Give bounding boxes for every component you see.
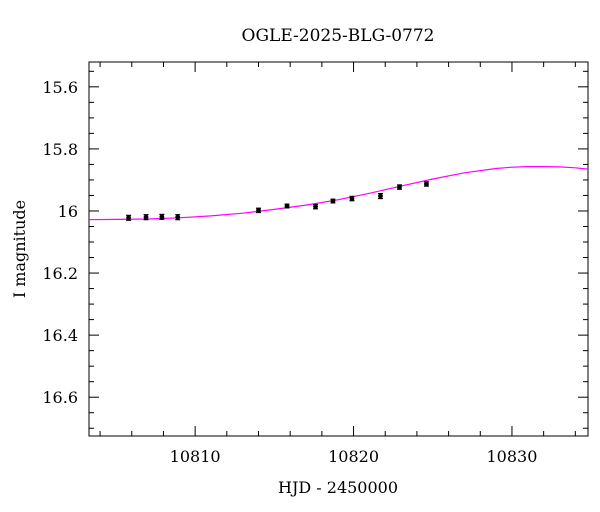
data-point bbox=[159, 213, 165, 220]
data-point bbox=[284, 203, 290, 209]
y-tick-label: 15.6 bbox=[42, 78, 78, 97]
data-marker bbox=[126, 215, 132, 221]
model-curve bbox=[89, 166, 588, 221]
data-point bbox=[143, 214, 149, 221]
axis-ticks bbox=[89, 62, 588, 436]
y-tick-label: 16 bbox=[58, 202, 78, 221]
data-point bbox=[377, 192, 383, 200]
data-marker bbox=[313, 204, 318, 210]
data-point bbox=[126, 214, 132, 221]
data-marker bbox=[330, 198, 336, 204]
y-tick-label: 16.4 bbox=[42, 326, 78, 345]
y-tick-label: 16.2 bbox=[42, 264, 78, 283]
data-marker bbox=[159, 214, 165, 220]
data-point bbox=[330, 198, 336, 204]
x-axis-label: HJD - 2450000 bbox=[278, 478, 398, 497]
data-point bbox=[313, 203, 319, 210]
y-axis-label: I magnitude bbox=[10, 200, 29, 298]
data-points-group bbox=[126, 181, 429, 221]
data-point bbox=[256, 207, 262, 214]
plot-area bbox=[88, 61, 589, 437]
x-tick-label: 10830 bbox=[487, 447, 538, 466]
data-marker bbox=[378, 193, 383, 199]
data-marker bbox=[397, 184, 402, 190]
data-point bbox=[175, 214, 181, 221]
data-point bbox=[396, 184, 402, 190]
chart-title: OGLE-2025-BLG-0772 bbox=[242, 26, 435, 46]
data-marker bbox=[175, 214, 181, 220]
y-tick-label: 16.6 bbox=[42, 388, 78, 407]
model-curve-group bbox=[89, 166, 588, 221]
y-tick-label: 15.8 bbox=[42, 140, 78, 159]
data-marker bbox=[143, 214, 149, 220]
plot-border bbox=[88, 61, 589, 437]
x-tick-label: 10810 bbox=[170, 447, 221, 466]
data-point bbox=[423, 181, 429, 187]
x-tick-label: 10820 bbox=[328, 447, 379, 466]
data-marker bbox=[349, 196, 355, 201]
data-marker bbox=[424, 181, 429, 187]
data-point bbox=[349, 195, 355, 202]
data-marker bbox=[256, 207, 261, 213]
data-marker bbox=[284, 203, 290, 209]
tick-labels: 10810 10820 10830 15.6 15.8 16 16.2 16.4 16.6 bbox=[42, 78, 537, 466]
